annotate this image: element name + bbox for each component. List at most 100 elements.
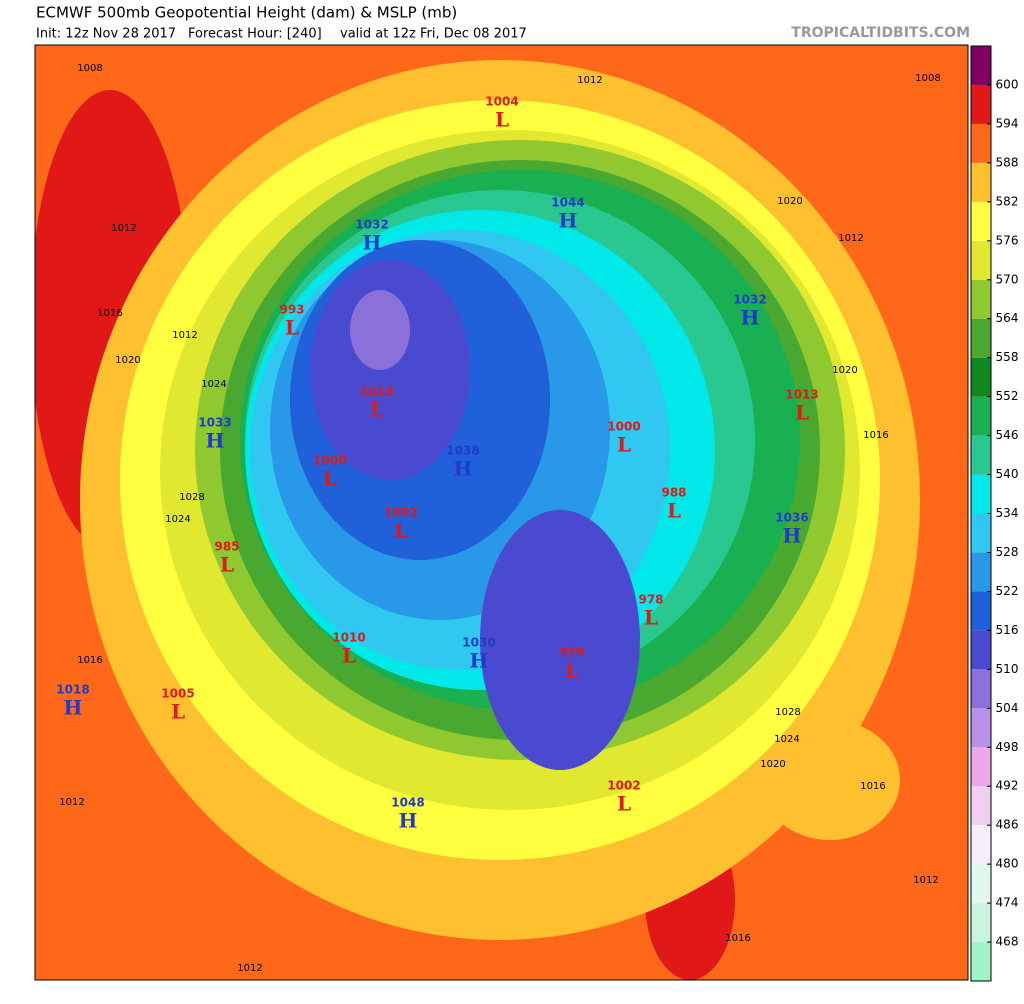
forecast-hour: Forecast Hour: [240] (188, 27, 322, 42)
colorbar-segment (971, 786, 991, 826)
isobar-label: 1024 (774, 734, 799, 745)
center-letter: L (495, 108, 509, 132)
colorbar-segment (971, 162, 991, 202)
colorbar-segment (971, 942, 991, 981)
center-value: 1018 (56, 683, 89, 697)
isobar-label: 1016 (97, 308, 122, 319)
center-letter: L (667, 499, 681, 523)
colorbar-tick-label: 564 (996, 311, 1019, 325)
colorbar-tick-label: 480 (996, 857, 1019, 871)
center-letter: H (783, 524, 802, 548)
map-title: ECMWF 500mb Geopotential Height (dam) & … (36, 4, 457, 22)
colorbar-segment (971, 864, 991, 904)
colorbar-tick-label: 570 (996, 272, 1019, 286)
colorbar-segment (971, 903, 991, 943)
isobar-label: 1020 (760, 759, 785, 770)
colorbar-tick-label: 528 (996, 545, 1019, 559)
colorbar-tick-label: 510 (996, 662, 1019, 676)
isobar-label: 1012 (577, 75, 602, 86)
isobar-label: 1012 (913, 875, 938, 886)
colorbar-segment (971, 240, 991, 280)
isobar-label: 1028 (775, 707, 800, 718)
center-letter: L (394, 519, 408, 543)
colorbar-tick-label: 474 (996, 896, 1019, 910)
colorbar-segment (971, 435, 991, 475)
colorbar-segment (971, 474, 991, 514)
colorbar-segment (971, 357, 991, 397)
isobar-label: 1016 (725, 933, 750, 944)
center-value: 1032 (733, 293, 766, 307)
center-letter: H (470, 649, 489, 673)
colorbar-tick-label: 546 (996, 428, 1019, 442)
colorbar-tick-label: 492 (996, 779, 1019, 793)
isobar-label: 1016 (77, 655, 102, 666)
colorbar-tick-label: 552 (996, 389, 1019, 403)
colorbar-tick-label: 576 (996, 233, 1019, 247)
center-value: 1030 (462, 636, 495, 650)
center-value: 1044 (551, 196, 584, 210)
center-value: 979 (559, 646, 584, 660)
center-value: 1013 (785, 388, 818, 402)
isobar-label: 1016 (863, 430, 888, 441)
center-value: 1004 (485, 95, 518, 109)
colorbar: 468 474 480 486 492 498 504 510 516 522 528 534 540 5… (970, 45, 1019, 982)
colorbar-tick-label: 504 (996, 701, 1019, 715)
colorbar-tick-label: 588 (996, 155, 1019, 169)
center-value: 993 (279, 303, 304, 317)
field-516 (310, 260, 470, 480)
center-value: 1002 (607, 779, 640, 793)
isobar-label: 1020 (115, 355, 140, 366)
colorbar-segment (971, 630, 991, 670)
isobar-label: 1020 (777, 196, 802, 207)
colorbar-segment (971, 123, 991, 163)
isobar-label: 1012 (59, 797, 84, 808)
colorbar-tick-label: 600 (996, 77, 1019, 91)
center-letter: L (342, 644, 356, 668)
center-value: 1010 (332, 631, 365, 645)
source: TROPICALTIDBITS.COM (791, 25, 970, 41)
center-value: 1032 (355, 218, 388, 232)
center-value: 1002 (384, 506, 417, 520)
center-value: 1033 (198, 416, 231, 430)
colorbar-tick-label: 582 (996, 194, 1019, 208)
colorbar-segment (971, 747, 991, 787)
colorbar-segment (971, 318, 991, 358)
isobar-label: 1024 (165, 514, 190, 525)
colorbar-tick-label: 486 (996, 818, 1019, 832)
center-letter: L (565, 659, 579, 683)
isobar-label: 1012 (838, 233, 863, 244)
center-letter: L (285, 316, 299, 340)
isobar-label: 1012 (237, 963, 262, 974)
center-letter: L (370, 398, 384, 422)
center-letter: L (171, 700, 185, 724)
center-value: 978 (638, 593, 663, 607)
center-value: 1036 (775, 511, 808, 525)
center-letter: H (363, 231, 382, 255)
center-letter: L (617, 792, 631, 816)
isobar-label: 1008 (915, 73, 940, 84)
colorbar-tick-label: 498 (996, 740, 1019, 754)
center-value: 1000 (607, 420, 640, 434)
center-value: 1005 (161, 687, 194, 701)
colorbar-tick-label: 516 (996, 623, 1019, 637)
center-letter: H (454, 457, 473, 481)
center-letter: H (399, 809, 418, 833)
center-letter: H (559, 209, 578, 233)
colorbar-tick-label: 558 (996, 350, 1019, 364)
center-letter: L (644, 606, 658, 630)
center-value: 1000 (313, 454, 346, 468)
isobar-label: 1012 (111, 223, 136, 234)
colorbar-segment (971, 84, 991, 124)
field-582 (760, 720, 900, 840)
isobar-label: 1028 (179, 492, 204, 503)
isobar-label: 1016 (860, 781, 885, 792)
center-value: 1048 (391, 796, 424, 810)
map-labels: 1004L1032H1044H993L1032H1013L1013L1033H1… (56, 63, 940, 974)
map-frame (34, 44, 969, 981)
colorbar-tick-label: 540 (996, 467, 1019, 481)
field-516 (480, 510, 640, 770)
center-value: 1013 (360, 385, 393, 399)
colorbar-segment (971, 552, 991, 592)
valid-time: valid at 12z Fri, Dec 08 2017 (340, 27, 527, 42)
